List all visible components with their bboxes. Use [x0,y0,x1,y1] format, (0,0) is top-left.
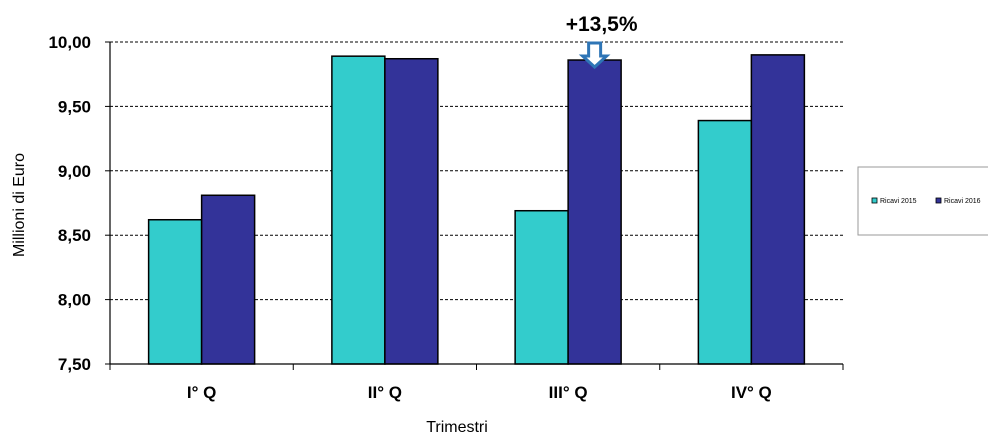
y-tick-label: 9,00 [58,162,91,181]
bars [147,54,806,365]
bar [147,218,203,365]
y-tick-label: 7,50 [58,355,91,374]
bar [514,209,569,365]
bar [331,55,386,365]
x-tick-labels: I° Q II° Q III° Q IV° Q [187,383,772,402]
y-tick-labels: 7,50 8,00 8,50 9,00 9,50 10,00 [48,33,110,374]
legend-label: Ricavi 2016 [944,198,981,205]
y-axis-title: Millioni di Euro [11,153,28,257]
y-tick-label: 8,50 [58,226,91,245]
bar [384,57,439,365]
x-tick-label: IV° Q [731,383,772,402]
legend-swatch [935,197,942,204]
x-tick-label: I° Q [187,383,216,402]
x-tick-label: II° Q [368,383,402,402]
down-arrow-icon [578,41,611,70]
bar [200,194,256,365]
y-tick-label: 8,00 [58,291,91,310]
bar [567,59,622,365]
y-tick-label: 9,50 [58,97,91,116]
axes [109,42,844,370]
legend-label: Ricavi 2015 [880,198,917,205]
bar [750,54,806,365]
bar [697,119,753,365]
annotation: +13,5% [566,13,638,70]
y-tick-label: 10,00 [48,33,91,52]
legend-swatch [871,197,878,204]
x-axis-title: Trimestri [426,419,488,436]
annotation-label: +13,5% [566,13,638,36]
x-tick-label: III° Q [549,383,588,402]
legend: Ricavi 2015 Ricavi 2016 [857,166,988,236]
legend-box [857,166,988,236]
